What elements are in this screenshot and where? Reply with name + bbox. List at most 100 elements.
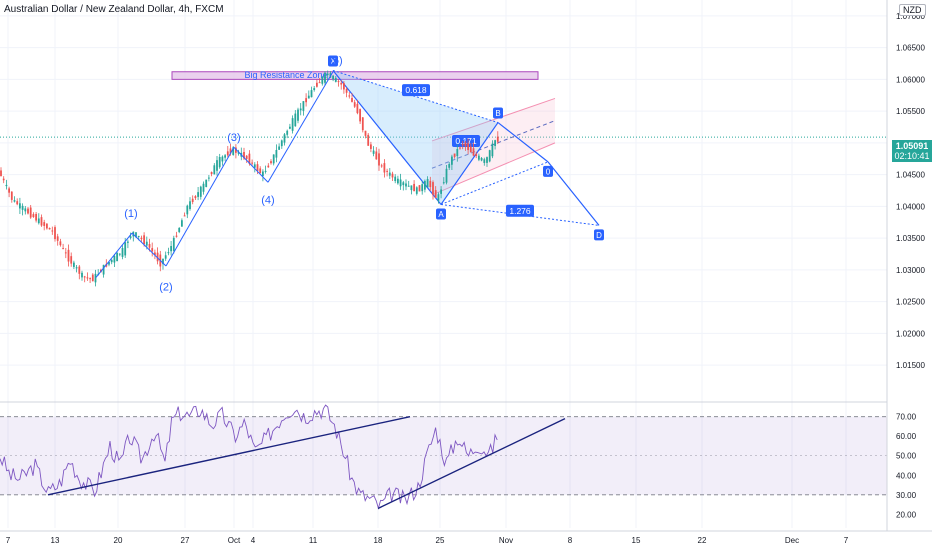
candle-body bbox=[37, 218, 40, 224]
candle-body bbox=[391, 173, 394, 178]
candle-body bbox=[32, 214, 35, 218]
candle-body bbox=[253, 164, 256, 168]
candle-body bbox=[8, 188, 10, 193]
candle-body bbox=[210, 172, 213, 174]
candle-body bbox=[189, 201, 191, 210]
candle-body bbox=[202, 183, 205, 192]
candle-body bbox=[167, 252, 170, 254]
candle-body bbox=[143, 235, 145, 245]
price-tick-label: 1.02000 bbox=[896, 329, 925, 338]
pattern-point-label: D bbox=[596, 231, 602, 240]
pattern-ratio-line bbox=[440, 161, 549, 205]
candle-body bbox=[137, 235, 140, 237]
rsi-trendline bbox=[47, 415, 411, 496]
candle-body bbox=[334, 77, 337, 82]
candle-body bbox=[245, 155, 248, 159]
wave-label: (5) bbox=[329, 55, 342, 67]
candle-body bbox=[70, 256, 73, 264]
candle-body bbox=[491, 143, 494, 157]
bar-countdown: 02:10:41 bbox=[894, 151, 930, 161]
price-tick-label: 1.05500 bbox=[896, 107, 925, 116]
candle-body bbox=[191, 198, 194, 202]
candle-body bbox=[475, 154, 478, 156]
candle-body bbox=[302, 101, 305, 111]
candle-body bbox=[299, 108, 302, 111]
candle-body bbox=[75, 267, 78, 269]
candle-body bbox=[135, 232, 137, 237]
candle-body bbox=[116, 252, 118, 262]
candle-body bbox=[262, 171, 264, 177]
candle-body bbox=[54, 227, 56, 240]
candle-body bbox=[272, 154, 275, 164]
candle-body bbox=[434, 190, 437, 198]
candle-body bbox=[426, 179, 429, 188]
candle-body bbox=[232, 147, 235, 155]
candle-body bbox=[224, 155, 226, 158]
pattern-leg bbox=[497, 122, 549, 163]
candle-body bbox=[67, 249, 70, 262]
candle-body bbox=[197, 192, 199, 197]
candle-body bbox=[64, 252, 67, 254]
candlestick-series bbox=[0, 70, 499, 287]
candle-body bbox=[251, 162, 253, 164]
candle-body bbox=[294, 113, 297, 127]
pattern-point-badge bbox=[594, 229, 604, 241]
rsi-tick-label: 30.00 bbox=[896, 491, 917, 500]
candle-body bbox=[172, 237, 175, 251]
candle-body bbox=[275, 149, 278, 158]
candle-body bbox=[46, 223, 48, 229]
price-tick-label: 1.06000 bbox=[896, 75, 925, 84]
time-tick-label: 27 bbox=[181, 536, 190, 545]
candle-body bbox=[467, 143, 469, 151]
last-price-value: 1.05091 bbox=[895, 141, 929, 151]
candle-body bbox=[264, 170, 267, 172]
candle-body bbox=[415, 187, 418, 194]
candle-body bbox=[10, 191, 13, 200]
candle-body bbox=[221, 156, 224, 162]
candle-body bbox=[399, 179, 402, 187]
candle-body bbox=[359, 109, 361, 122]
pattern-point-label: B bbox=[495, 109, 500, 118]
last-price-badge: 1.05091 02:10:41 bbox=[892, 140, 932, 162]
pattern-point-label: A bbox=[438, 210, 444, 219]
candle-body bbox=[488, 150, 491, 162]
candle-body bbox=[256, 164, 259, 172]
currency-button[interactable]: NZD bbox=[899, 4, 926, 16]
candle-body bbox=[21, 205, 24, 210]
candle-body bbox=[0, 170, 2, 177]
candle-body bbox=[35, 213, 37, 221]
candle-body bbox=[372, 150, 375, 154]
candle-body bbox=[186, 205, 189, 215]
time-tick-label: Oct bbox=[228, 536, 241, 545]
candle-body bbox=[356, 103, 359, 114]
ratio-label: 0.171 bbox=[455, 136, 477, 146]
price-tick-label: 1.03000 bbox=[896, 266, 925, 275]
candle-body bbox=[86, 277, 89, 279]
time-tick-label: 15 bbox=[632, 536, 641, 545]
wave-line bbox=[233, 146, 269, 183]
ratio-badge bbox=[402, 84, 430, 97]
candle-body bbox=[496, 136, 499, 142]
rsi-band-fill bbox=[0, 416, 887, 495]
candle-body bbox=[27, 208, 29, 214]
candle-body bbox=[2, 178, 5, 181]
xab-triangle bbox=[333, 70, 498, 205]
rsi-trendline bbox=[377, 417, 566, 510]
candle-body bbox=[410, 185, 413, 191]
candle-body bbox=[486, 157, 488, 163]
candle-body bbox=[148, 244, 151, 248]
wave-line bbox=[267, 71, 334, 183]
candle-body bbox=[156, 252, 159, 262]
price-tick-label: 1.02500 bbox=[896, 298, 925, 307]
candle-body bbox=[326, 73, 329, 76]
ratio-badge bbox=[452, 134, 480, 147]
time-tick-label: 8 bbox=[568, 536, 573, 545]
price-tick-label: 1.06500 bbox=[896, 44, 925, 53]
candle-body bbox=[378, 153, 380, 166]
candle-body bbox=[313, 88, 316, 90]
candle-body bbox=[364, 130, 367, 136]
candle-body bbox=[89, 278, 91, 280]
grid-lines bbox=[0, 0, 887, 528]
wave-label: (1) bbox=[124, 208, 137, 220]
